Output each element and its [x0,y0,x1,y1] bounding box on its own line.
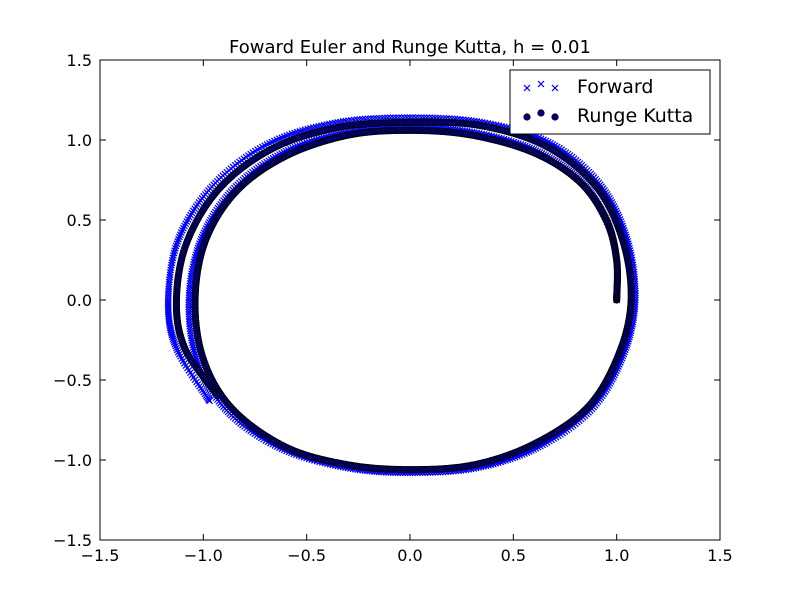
plot-area: −1.5 −1.0 −0.5 0.0 0.5 1.0 1.5 −1.5 −1.0 −0.5 0.0… [53,51,733,565]
x-tick-label: −0.5 [287,546,326,565]
legend-label-runge-kutta: Runge Kutta [577,105,693,127]
y-tick-label: 0.5 [67,211,92,230]
forward-point [173,344,180,352]
runge-kutta-point [214,392,222,400]
forward-point [169,335,177,343]
x-tick-label: 1.0 [604,546,629,565]
forward-point [172,242,180,250]
legend: Forward Runge Kutta [509,69,711,135]
legend-forward-marker [523,80,559,92]
x-tick-label: −1.5 [81,546,120,565]
legend-runge-kutta-marker-dot [551,113,559,121]
series-layer [164,114,639,477]
forward-point [170,337,178,344]
y-axis: −1.5 −1.0 −0.5 0.0 0.5 1.0 1.5 [53,51,720,550]
forward-point [206,397,213,405]
y-tick-label: 1.5 [67,51,92,70]
forward-point [175,235,182,243]
y-tick-label: −1.0 [53,451,92,470]
x-axis: −1.5 −1.0 −0.5 0.0 0.5 1.0 1.5 [81,60,733,565]
forward-point [171,340,179,348]
legend-runge-kutta-marker [523,109,559,121]
legend-forward-marker-x [537,80,545,88]
legend-forward-marker-x [551,84,559,92]
y-tick-label: −1.5 [53,531,92,550]
x-tick-label: 0.5 [501,546,526,565]
y-tick-label: 0.0 [67,291,92,310]
forward-point [174,238,182,245]
y-tick-label: −0.5 [53,371,92,390]
forward-point [171,244,179,252]
y-tick-label: 1.0 [67,131,92,150]
forward-point [173,240,181,248]
legend-box [509,69,711,135]
forward-point [176,233,183,241]
legend-label-forward: Forward [577,76,653,98]
forward-point [171,247,179,255]
chart-title: Foward Euler and Runge Kutta, h = 0.01 [229,37,591,58]
series-runge-kutta [172,118,635,474]
x-tick-label: −1.0 [184,546,223,565]
legend-runge-kutta-marker-dot [523,113,531,121]
forward-point [173,346,181,354]
forward-point [172,342,180,350]
x-tick-label: 0.0 [397,546,422,565]
legend-forward-marker-x [523,84,531,92]
x-tick-label: 1.5 [707,546,732,565]
forward-point [170,338,178,346]
legend-runge-kutta-marker-dot [537,109,545,117]
